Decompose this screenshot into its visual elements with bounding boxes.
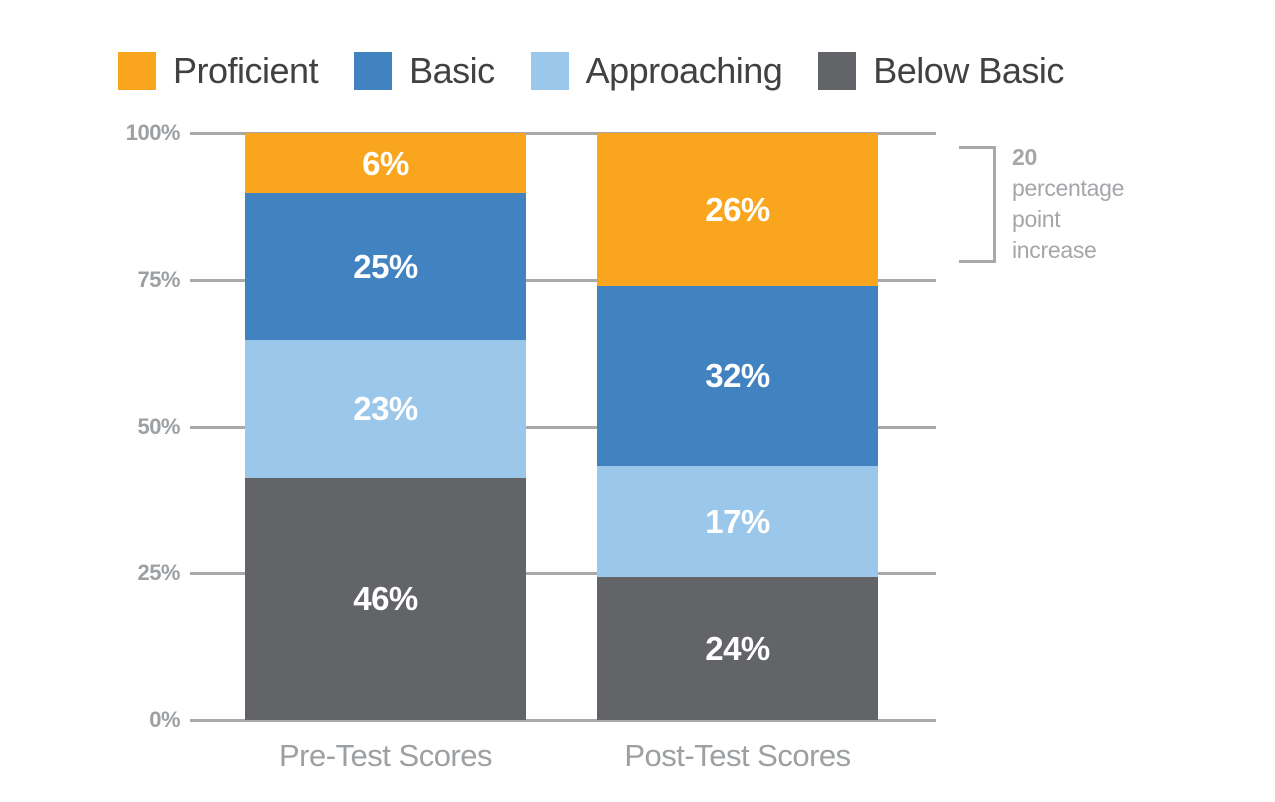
legend-label-below-basic: Below Basic — [873, 50, 1064, 91]
segment-post-test-scores-proficient: 26% — [597, 133, 878, 286]
value-label-pre-test-scores-basic: 25% — [353, 248, 418, 286]
x-label-post-test-scores: Post-Test Scores — [624, 738, 851, 773]
value-label-post-test-scores-proficient: 26% — [705, 190, 770, 228]
annotation-line-3: increase — [1012, 237, 1097, 263]
segment-post-test-scores-approaching: 17% — [597, 465, 878, 577]
y-tick-75: 75% — [137, 266, 180, 292]
annotation-value: 20 — [1012, 144, 1037, 170]
gridline-25 — [190, 572, 936, 576]
segment-pre-test-scores-approaching: 23% — [245, 340, 526, 478]
increase-bracket — [959, 146, 996, 263]
increase-annotation: 20 percentage point increase — [1012, 142, 1124, 266]
legend-swatch-below-basic — [818, 52, 857, 90]
bar-post-test-scores: 26% 32% 17% 24% — [597, 133, 878, 720]
x-label-pre-test-scores: Pre-Test Scores — [278, 738, 493, 773]
segment-post-test-scores-below-basic: 24% — [597, 576, 878, 720]
plot-area: 6% 25% 23% 46% 26% 32% 17% 24% — [190, 132, 936, 722]
segment-pre-test-scores-below-basic: 46% — [245, 477, 526, 720]
bar-pre-test-scores: 6% 25% 23% 46% — [245, 133, 526, 720]
legend-swatch-approaching — [530, 52, 569, 90]
value-label-pre-test-scores-below-basic: 46% — [353, 580, 418, 618]
y-tick-100: 100% — [125, 120, 181, 145]
legend-label-proficient: Proficient — [173, 50, 319, 91]
legend-item-basic: Basic — [354, 50, 495, 92]
annotation-line-2: point — [1012, 206, 1061, 232]
legend-swatch-proficient — [118, 52, 156, 90]
value-label-post-test-scores-below-basic: 24% — [705, 629, 770, 667]
value-label-pre-test-scores-approaching: 23% — [353, 390, 418, 428]
gridline-75 — [190, 278, 936, 282]
y-tick-50: 50% — [137, 413, 180, 439]
legend-label-basic: Basic — [409, 50, 495, 91]
legend-swatch-basic — [354, 52, 393, 90]
legend-item-proficient: Proficient — [118, 50, 319, 92]
legend-item-approaching: Approaching — [530, 50, 783, 92]
legend: Proficient Basic Approaching Below Basic — [118, 50, 1064, 92]
y-tick-25: 25% — [137, 560, 180, 586]
segment-pre-test-scores-basic: 25% — [245, 193, 526, 341]
segment-post-test-scores-basic: 32% — [597, 285, 878, 466]
annotation-line-1: percentage — [1012, 175, 1125, 201]
legend-item-below-basic: Below Basic — [818, 50, 1064, 92]
gridline-50 — [190, 425, 936, 429]
legend-label-approaching: Approaching — [585, 50, 783, 91]
gridline-100 — [190, 132, 936, 135]
y-tick-0: 0% — [149, 707, 180, 732]
value-label-pre-test-scores-proficient: 6% — [362, 144, 409, 182]
value-label-post-test-scores-approaching: 17% — [705, 502, 770, 540]
gridline-0 — [190, 719, 936, 722]
segment-pre-test-scores-proficient: 6% — [245, 133, 526, 194]
value-label-post-test-scores-basic: 32% — [705, 357, 770, 395]
